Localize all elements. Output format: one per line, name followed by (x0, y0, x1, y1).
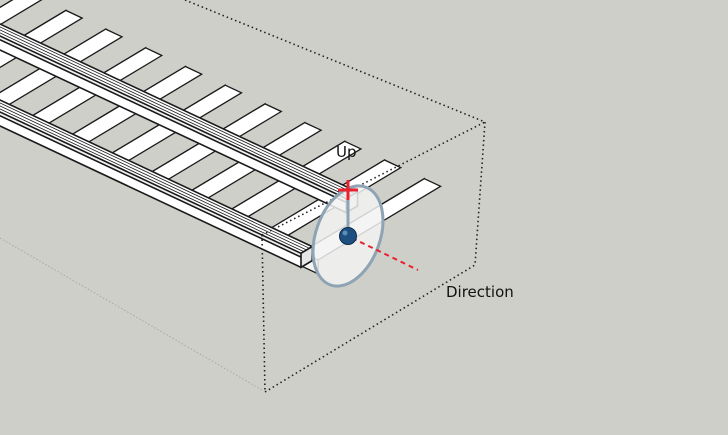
up-label: Up (336, 143, 357, 161)
rail (0, 99, 314, 269)
origin-point-icon[interactable] (339, 227, 357, 245)
bounding-box-back (184, 0, 486, 266)
direction-axis (351, 237, 419, 271)
direction-label: Direction (446, 283, 514, 301)
tie (0, 0, 43, 26)
ground-guide-line (0, 237, 263, 391)
red-cross-icon[interactable] (338, 180, 358, 200)
rail (0, 23, 360, 215)
bounding-box-front (261, 121, 486, 393)
rails (0, 23, 360, 269)
